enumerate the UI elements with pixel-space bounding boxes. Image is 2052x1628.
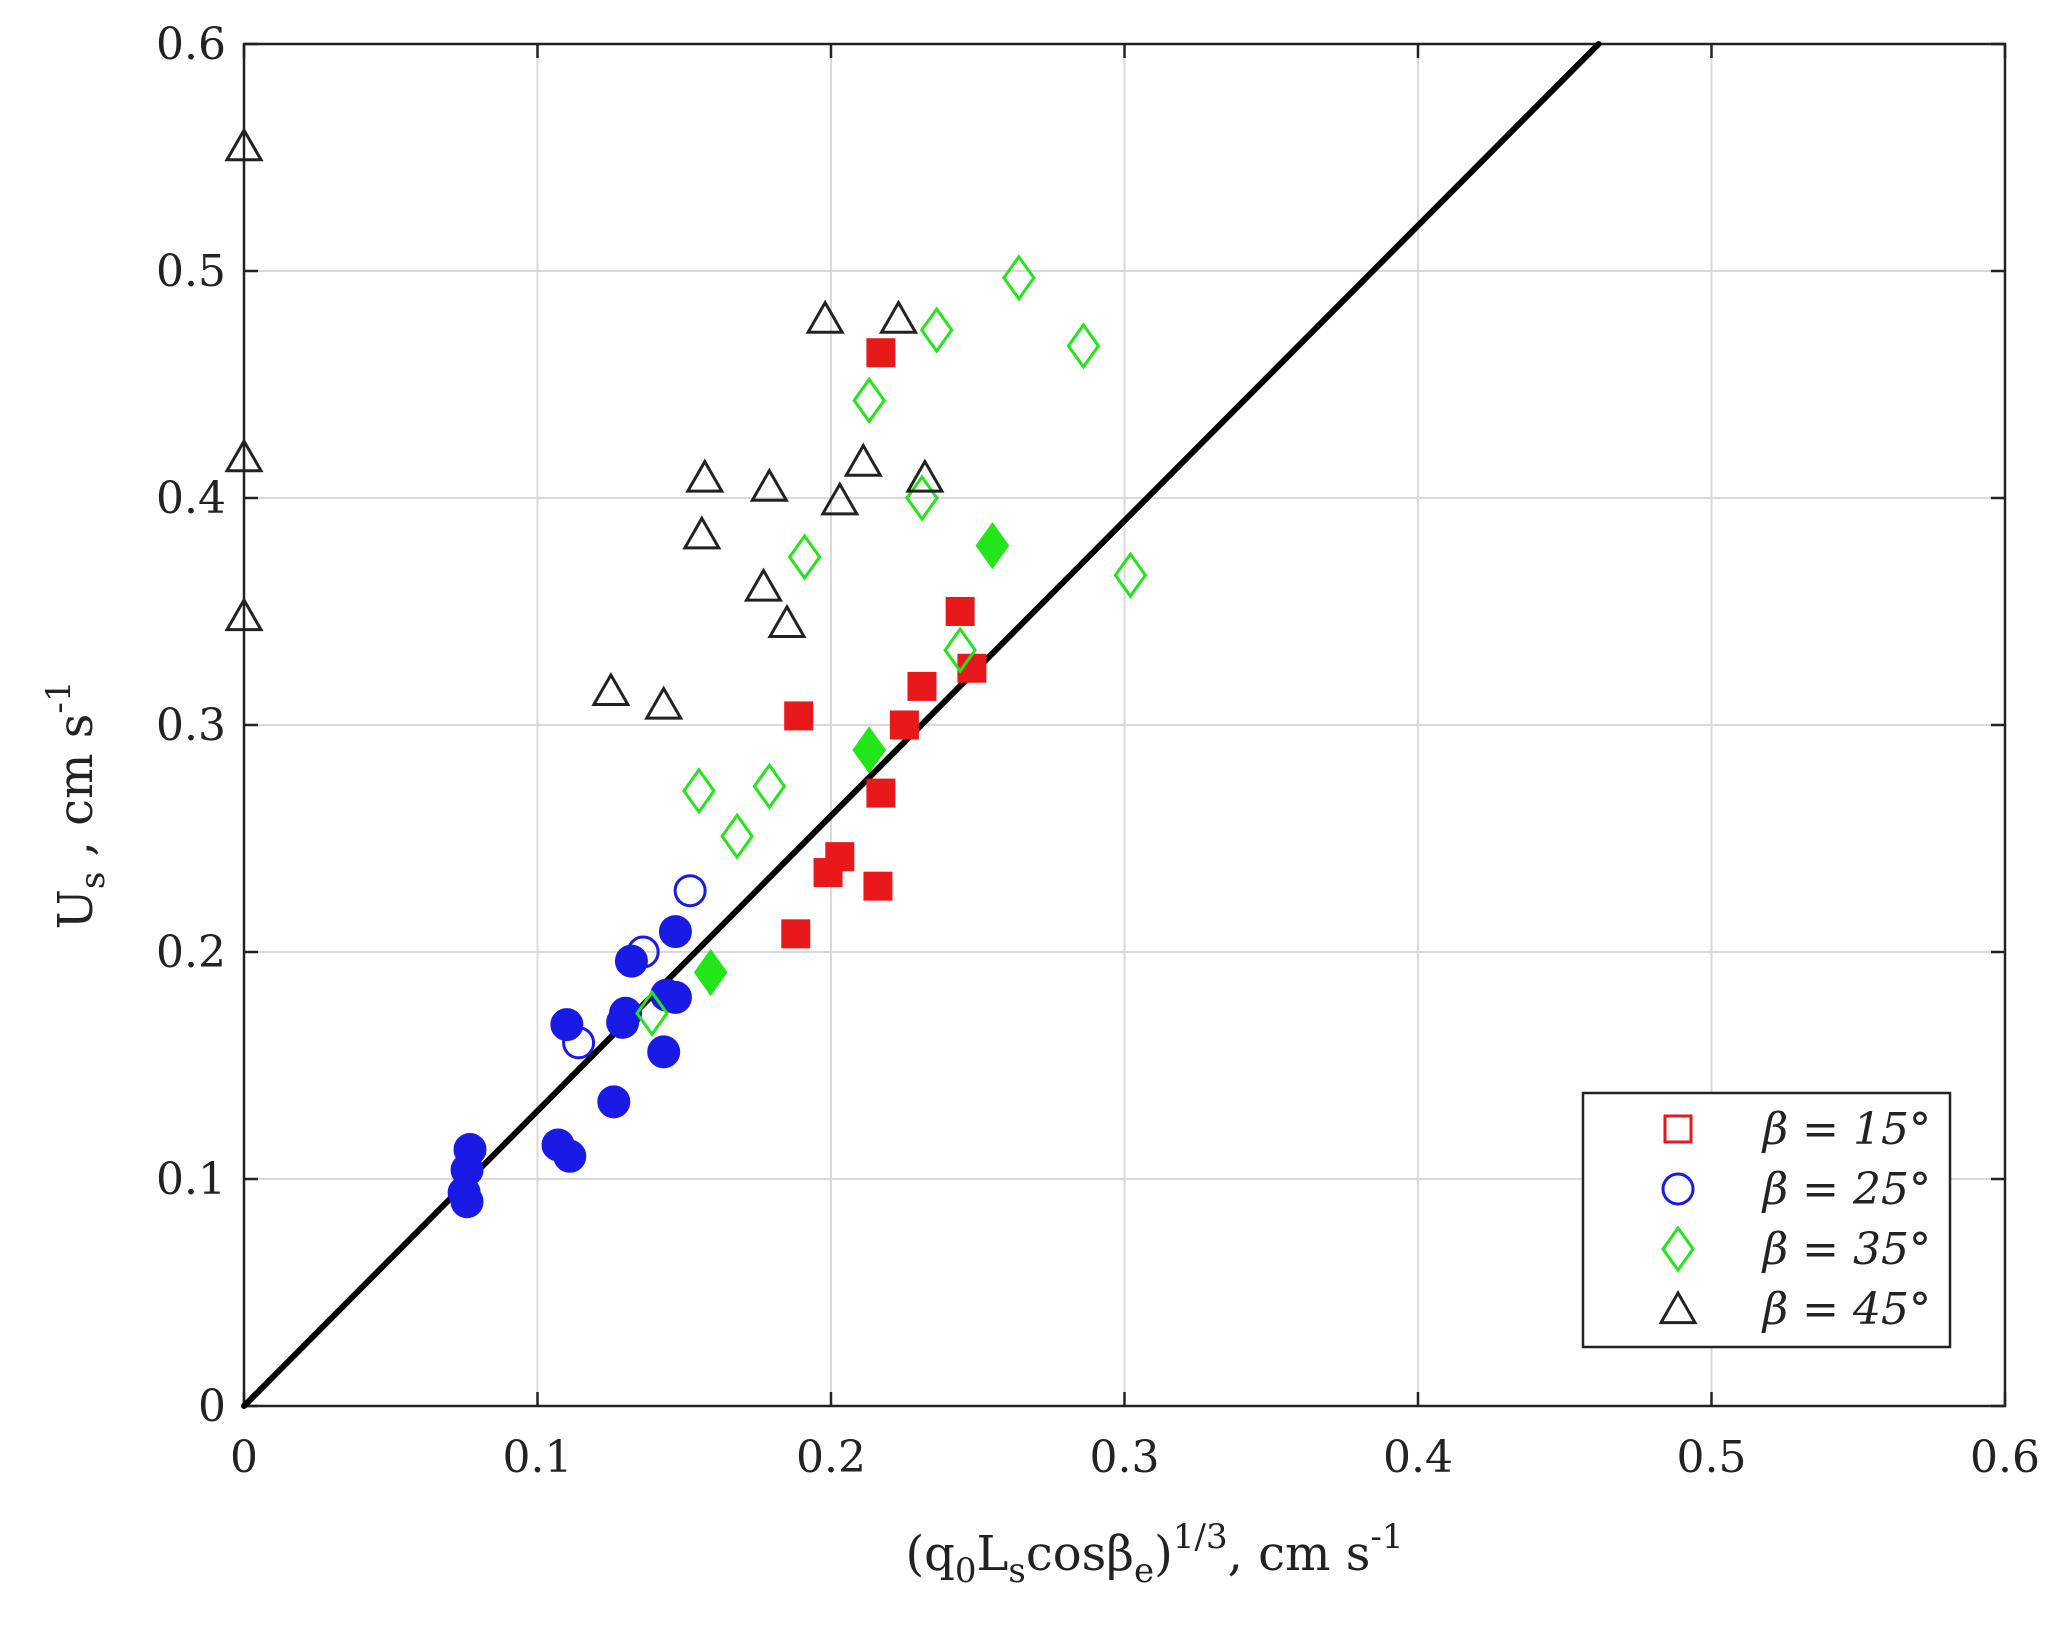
- legend-box: [1581, 1091, 1952, 1349]
- data-point-diamond: [1113, 551, 1148, 599]
- legend-label: β = 15°: [1761, 1104, 1931, 1155]
- data-point-circle: [658, 980, 692, 1014]
- data-point-triangle: [224, 438, 264, 473]
- axis-ticks: 0 0.1 0.2 0.3 0.4 0.5 0.6 0 0.1 0.2 0.3 0.4 0.5 0.6: [156, 19, 2040, 1483]
- y-tick-label: 0.2: [156, 927, 226, 978]
- grid-lines: [244, 44, 2005, 1406]
- legend-label: β = 25°: [1761, 1164, 1931, 1215]
- data-point-diamond: [852, 376, 886, 424]
- data-point-triangle: [878, 299, 919, 334]
- y-axis-label: Us , cm s-1: [39, 680, 113, 929]
- data-point-circle: [450, 1185, 484, 1219]
- x-tick-label: 0.2: [796, 1432, 866, 1483]
- y-tick-label: 0.3: [156, 700, 226, 751]
- data-point-triangle: [905, 458, 945, 493]
- data-points: [224, 127, 1148, 1219]
- x-tick-label: 0.5: [1677, 1432, 1747, 1483]
- x-tick-label: 0: [230, 1432, 258, 1483]
- series-triangle: [224, 127, 945, 720]
- data-point-diamond: [787, 533, 822, 581]
- data-point-triangle: [682, 515, 722, 550]
- legend-label: β = 35°: [1761, 1224, 1931, 1275]
- data-point-diamond: [635, 989, 669, 1037]
- data-point-circle: [647, 1035, 681, 1069]
- x-tick-label: 0.3: [1090, 1432, 1160, 1483]
- data-point-triangle: [843, 442, 883, 477]
- data-point-diamond: [975, 522, 1010, 570]
- series-circle: [447, 874, 707, 1219]
- data-point-triangle: [224, 127, 264, 162]
- data-point-square: [784, 701, 814, 731]
- data-point-diamond: [693, 948, 728, 997]
- data-point-square: [781, 919, 811, 949]
- series-diamond: [635, 254, 1148, 1037]
- x-tick-label: 0.1: [503, 1432, 573, 1483]
- data-point-triangle: [224, 597, 264, 632]
- data-point-square: [945, 597, 975, 626]
- data-point-diamond: [682, 767, 716, 815]
- y-tick-label: 0: [198, 1381, 226, 1432]
- data-point-square: [866, 778, 896, 808]
- legend-marker-triangle: [1658, 1289, 1698, 1325]
- data-point-triangle: [644, 685, 684, 720]
- data-point-triangle: [591, 671, 631, 707]
- data-point-circle: [658, 915, 692, 949]
- data-point-diamond: [919, 306, 954, 354]
- data-point-diamond: [1066, 322, 1101, 370]
- data-point-triangle: [743, 567, 784, 602]
- y-tick-label: 0.1: [156, 1154, 226, 1205]
- data-point-circle: [614, 944, 648, 978]
- data-point-diamond: [943, 626, 977, 674]
- data-point-diamond: [1001, 254, 1036, 302]
- data-point-circle: [553, 1139, 587, 1173]
- legend-marker-diamond: [1661, 1225, 1695, 1273]
- data-point-triangle: [685, 458, 725, 493]
- legend: β = 15° β = 25° β = 35° β = 45°: [1581, 1091, 1952, 1349]
- data-point-diamond: [720, 812, 754, 860]
- x-axis-label: (q0Lscosβe)1/3, cm s-1: [905, 1517, 1403, 1591]
- data-point-triangle: [805, 299, 845, 334]
- legend-marker-circle: [1661, 1172, 1695, 1206]
- legend-marker-square: [1663, 1114, 1693, 1144]
- legend-label: β = 45°: [1761, 1284, 1931, 1335]
- x-tick-label: 0.4: [1383, 1432, 1453, 1483]
- data-point-square: [866, 338, 896, 368]
- y-tick-label: 0.5: [156, 246, 226, 297]
- x-tick-label: 0.6: [1970, 1432, 2040, 1483]
- data-point-circle: [550, 1008, 584, 1042]
- data-point-square: [813, 858, 843, 888]
- data-point-triangle: [749, 467, 789, 502]
- data-point-triangle: [767, 603, 807, 638]
- data-point-square: [907, 671, 937, 701]
- data-point-circle: [597, 1085, 631, 1119]
- data-point-triangle: [820, 481, 860, 516]
- data-point-circle: [606, 1005, 640, 1039]
- y-tick-label: 0.4: [156, 473, 226, 524]
- y-tick-label: 0.6: [156, 19, 226, 70]
- data-point-diamond: [752, 762, 787, 810]
- data-point-square: [863, 871, 893, 901]
- data-point-diamond: [852, 726, 886, 774]
- data-point-circle: [673, 874, 707, 908]
- data-point-square: [889, 710, 919, 740]
